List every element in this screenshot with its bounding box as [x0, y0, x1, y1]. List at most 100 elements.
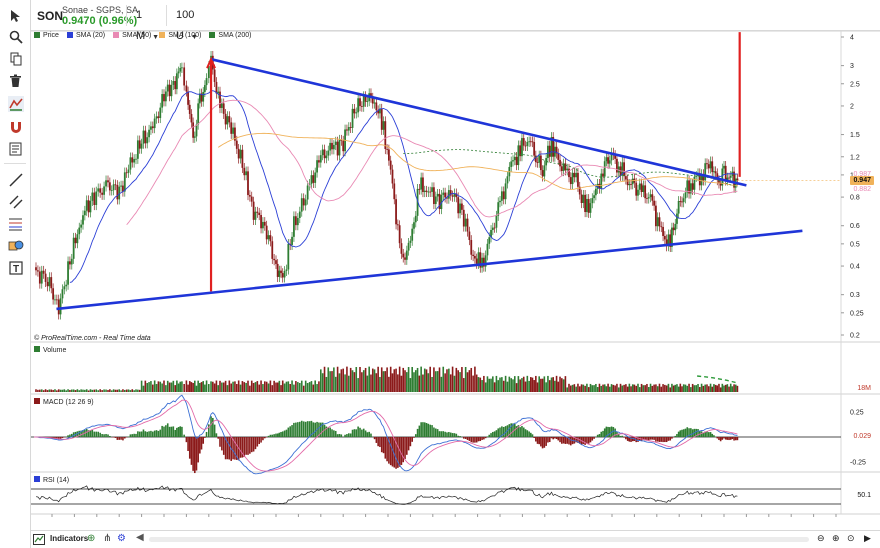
candle-body — [644, 185, 647, 199]
candle-body — [215, 81, 218, 94]
candle-body — [693, 176, 696, 190]
macd-histogram-bar — [56, 437, 58, 439]
volume-bar — [269, 380, 272, 392]
candle-body — [198, 93, 201, 104]
text-tool-icon[interactable]: T — [6, 258, 25, 277]
candle-body — [667, 234, 670, 247]
macd-histogram-bar — [241, 437, 244, 458]
rsi-legend[interactable]: RSI (14) — [34, 476, 69, 484]
legend-item-sma20[interactable]: SMA (20) — [66, 32, 105, 39]
candle-body — [35, 267, 37, 271]
search-icon[interactable] — [6, 27, 25, 46]
candle-body — [384, 121, 387, 150]
notes-icon[interactable] — [6, 139, 25, 158]
macd-histogram-bar — [484, 437, 487, 439]
volume-bar — [78, 390, 81, 392]
volume-bar — [510, 378, 512, 392]
candle-body — [562, 163, 565, 171]
legend-item-sma200[interactable]: SMA (200) — [209, 32, 251, 39]
macd-histogram-bar — [614, 428, 616, 437]
macd-histogram-bar — [719, 437, 722, 442]
rsi-line — [35, 485, 738, 505]
indicators-icon[interactable] — [33, 534, 45, 545]
svg-text:T: T — [12, 264, 18, 275]
macd-histogram-bar — [200, 437, 203, 450]
add-icon[interactable]: ⊕ — [87, 533, 96, 544]
scroll-right-icon[interactable]: ▶ — [864, 533, 871, 543]
candle-body — [278, 270, 281, 277]
volume-bar — [602, 384, 604, 392]
fibonacci-tool-icon[interactable] — [6, 214, 25, 233]
macd-histogram-bar — [103, 434, 105, 437]
legend-item-sma100[interactable]: SMA (100) — [159, 32, 201, 39]
interval-dropdown[interactable]: 1 M ▼ — [126, 5, 168, 42]
zoom-out-icon[interactable]: ⊖ — [817, 533, 825, 543]
candle-body — [340, 139, 343, 141]
copy-icon[interactable] — [6, 49, 25, 68]
line-tool-icon[interactable] — [6, 170, 25, 189]
volume-bar — [194, 380, 196, 392]
candle-body — [190, 113, 193, 123]
shapes-tool-icon[interactable] — [6, 236, 25, 255]
macd-histogram-bar — [578, 437, 581, 444]
zigzag-tool-icon[interactable] — [6, 94, 25, 113]
legend-swatch — [113, 32, 120, 38]
volume-bar — [449, 374, 452, 392]
volume-bar — [334, 376, 337, 392]
magnet-icon[interactable] — [6, 117, 25, 136]
volume-bar — [389, 366, 392, 392]
price-chart[interactable]: 0.25 -0.25 0.2 0.25 0.3 0.4 0.5 0.6 0.8 1 1.2 1.5 2… — [31, 30, 880, 527]
macd-histogram-bar — [398, 437, 401, 467]
attribution: © ProRealTime.com - Real Time data — [34, 335, 151, 342]
volume-bar — [557, 381, 560, 392]
candle-body — [349, 127, 352, 128]
macd-histogram-bar — [256, 437, 259, 447]
candle-body — [497, 202, 500, 216]
candle-body — [46, 281, 49, 287]
macd-histogram-bar — [232, 437, 234, 460]
volume-bar — [642, 385, 645, 392]
candle-body — [226, 116, 229, 125]
parallel-channel-icon[interactable] — [6, 192, 25, 211]
candle-body — [490, 230, 492, 238]
macd-histogram-bar — [434, 428, 437, 437]
legend-item-price[interactable]: Price — [34, 32, 59, 39]
settings-icon[interactable]: ⚙ — [117, 533, 126, 544]
volume-bar — [258, 384, 260, 392]
price-tick-label: 1.2 — [850, 154, 860, 161]
sma20-line — [69, 90, 738, 283]
legend-item-sma50[interactable]: SMA (50) — [113, 32, 151, 39]
volume-legend[interactable]: Volume — [34, 346, 66, 354]
time-scrollbar[interactable] — [149, 537, 809, 542]
macd-histogram-bar — [515, 426, 518, 437]
cursor-icon[interactable] — [6, 6, 25, 25]
volume-bar — [591, 385, 594, 392]
scroll-left-icon[interactable]: ◀ — [136, 532, 144, 543]
candle-body — [168, 84, 171, 97]
zoom-in-icon[interactable]: ⊕ — [832, 533, 840, 543]
candle-body — [582, 194, 585, 203]
units-dropdown[interactable]: 100 U ▼ — [166, 5, 214, 42]
macd-histogram-bar — [236, 437, 238, 460]
zoom-reset-icon[interactable]: ⊙ — [847, 533, 855, 543]
macd-histogram-bar — [181, 426, 183, 437]
indicators-button[interactable]: Indicators — [50, 534, 89, 543]
macd-legend[interactable]: MACD (12 26 9) — [34, 398, 94, 406]
candle-body — [271, 241, 274, 259]
macd-histogram-bar — [425, 423, 428, 437]
candle-body — [418, 188, 421, 190]
volume-bar — [336, 366, 339, 392]
chart-area[interactable]: 0.25 -0.25 0.2 0.25 0.3 0.4 0.5 0.6 0.8 1 1.2 1.5 2… — [31, 30, 880, 527]
share-icon[interactable]: ⋔ — [103, 533, 112, 544]
candle-body — [649, 194, 652, 198]
volume-bar — [150, 381, 152, 392]
candle-body — [65, 284, 68, 287]
candle-body — [298, 211, 301, 218]
macd-histogram-bar — [349, 433, 352, 437]
candle-body — [529, 141, 532, 143]
macd-histogram-bar — [124, 437, 126, 439]
volume-bar — [338, 373, 341, 392]
trash-icon[interactable] — [6, 71, 25, 90]
volume-bar — [633, 384, 636, 392]
macd-histogram-bar — [331, 429, 333, 437]
